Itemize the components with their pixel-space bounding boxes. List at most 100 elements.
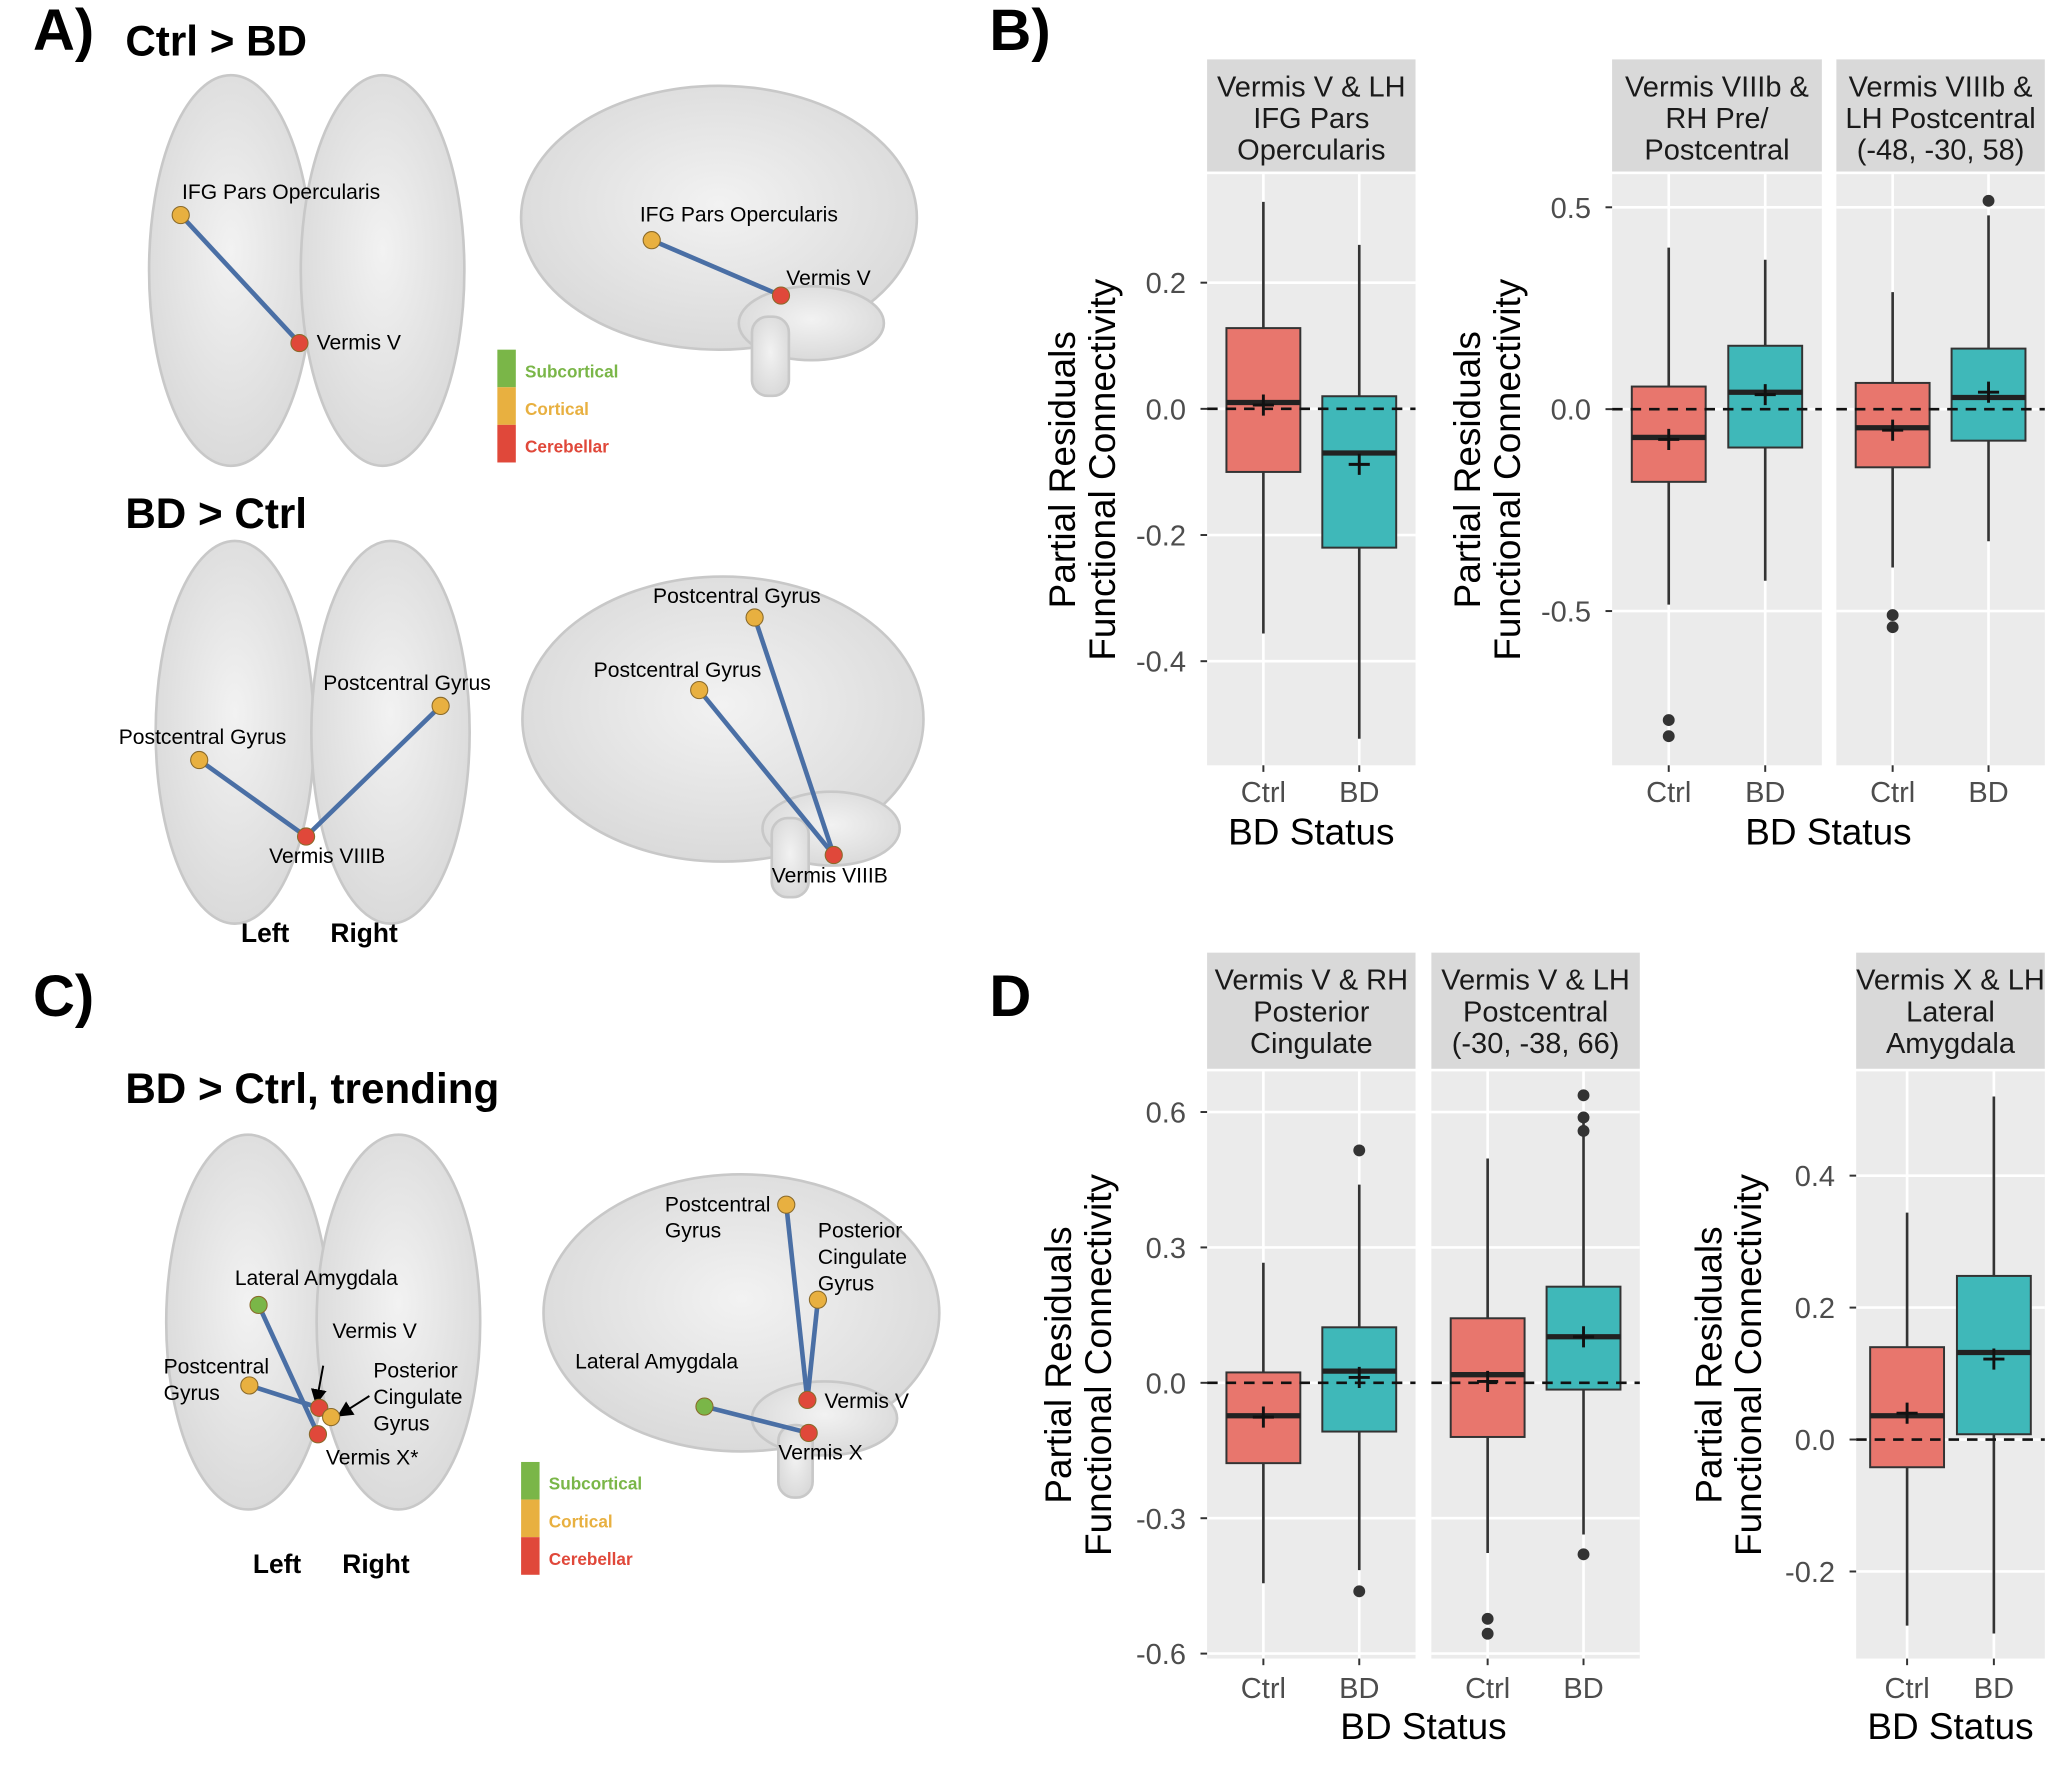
legend-swatch (497, 424, 516, 463)
node (690, 680, 709, 700)
connection (783, 1204, 810, 1401)
node-label: Gyrus (164, 1382, 220, 1405)
strip-label: (-30, -38, 66) (1452, 1028, 1620, 1060)
node-label: Gyrus (373, 1412, 429, 1435)
strip-label: Vermis V & LH (1441, 965, 1630, 997)
x-tick-label: Ctrl (1465, 1673, 1510, 1705)
y-tick-label: -0.5 (1541, 597, 1591, 629)
y-tick-label: -0.6 (1136, 1639, 1186, 1671)
node (290, 333, 309, 353)
x-axis-title: BD Status (1340, 1706, 1506, 1747)
mean-marker (1348, 453, 1370, 475)
x-tick-label: Ctrl (1870, 777, 1915, 809)
node-label: Posterior (373, 1360, 457, 1383)
outlier (1662, 730, 1675, 743)
mean-marker (1896, 1402, 1918, 1424)
mean-marker (1477, 1370, 1499, 1393)
y-axis-title: Partial Residuals (1042, 331, 1083, 608)
y-tick-label: 0.0 (1551, 395, 1591, 427)
outlier (1353, 1585, 1366, 1598)
x-tick-label: BD (1339, 1673, 1379, 1705)
heading: Ctrl > BD (125, 17, 307, 64)
mean-marker (1983, 1348, 2005, 1370)
legend-label: Cerebellar (549, 1549, 633, 1569)
legend-swatch (521, 1499, 540, 1538)
node-label: Gyrus (665, 1220, 721, 1243)
connection (256, 1303, 321, 1436)
node (296, 827, 316, 846)
node-label: IFG Pars Opercularis (182, 181, 380, 204)
mean-marker (1348, 1366, 1370, 1388)
mean-marker (1977, 381, 2000, 403)
node-label: Vermis V (332, 1320, 416, 1343)
node-label: Vermis VIIIB (772, 865, 888, 888)
y-axis-title: Partial Residuals (1038, 1226, 1079, 1503)
strip-label: Vermis X & LH (1856, 965, 2045, 997)
mean-marker (1658, 428, 1680, 451)
y-tick-label: 0.3 (1146, 1233, 1186, 1265)
side-label: Left (253, 1549, 302, 1579)
strip-label: Postcentral (1463, 996, 1608, 1028)
connection (703, 1404, 810, 1436)
node (771, 286, 791, 305)
y-tick-label: 0.2 (1146, 268, 1186, 300)
node-label: Cingulate (818, 1246, 907, 1269)
node-label: Vermis V (786, 267, 870, 290)
y-tick-label: 0.0 (1146, 394, 1186, 426)
strip-label: Vermis VIIIb & (1625, 71, 1809, 103)
strip-label: RH Pre/ (1665, 103, 1769, 135)
y-axis-title: Functional Connectivity (1728, 1174, 1769, 1556)
outlier (1982, 194, 1995, 207)
y-tick-label: 0.0 (1795, 1425, 1835, 1457)
legend-label: Subcortical (525, 361, 618, 381)
x-tick-label: BD (1339, 777, 1379, 809)
y-tick-label: 0.5 (1551, 193, 1591, 225)
node-label: Postcentral Gyrus (594, 659, 762, 682)
y-axis-title: Functional Connectivity (1082, 278, 1123, 660)
legend-label: Subcortical (549, 1474, 642, 1494)
brain-shapes (147, 73, 941, 1511)
strip-label: Opercularis (1237, 135, 1385, 167)
x-axis-title: BD Status (1228, 811, 1394, 852)
outlier (1481, 1612, 1494, 1625)
strip-label: Posterior (1253, 996, 1369, 1028)
pointer (337, 1395, 370, 1417)
strip-label: Vermis V & RH (1215, 965, 1408, 997)
node-label: Vermis VIIIB (269, 845, 385, 868)
y-tick-label: -0.4 (1136, 647, 1186, 679)
outlier (1577, 1111, 1590, 1124)
panel-label: B) (989, 0, 1050, 63)
mean-marker (1754, 384, 1776, 406)
y-axis-title: Partial Residuals (1689, 1226, 1730, 1503)
heading: BD > Ctrl, trending (125, 1065, 499, 1112)
x-tick-label: BD (1745, 777, 1785, 809)
node-label: Posterior (818, 1220, 902, 1243)
x-axis-title: BD Status (1745, 811, 1911, 852)
strip (1856, 952, 2045, 1069)
node (808, 1290, 828, 1309)
side-label: Left (241, 918, 290, 948)
heading: BD > Ctrl (125, 490, 307, 537)
outlier (1577, 1548, 1590, 1561)
legend-label: Cortical (549, 1511, 613, 1531)
x-tick-label: BD (1968, 777, 2008, 809)
strip-label: Postcentral (1644, 135, 1789, 167)
y-tick-label: 0.0 (1146, 1368, 1186, 1400)
y-tick-label: 0.6 (1146, 1098, 1186, 1130)
node-label: Lateral Amygdala (575, 1350, 738, 1373)
mean-marker (1882, 419, 1904, 441)
node-label: Vermis V (825, 1390, 909, 1413)
node (431, 696, 450, 716)
box (1869, 1346, 1946, 1469)
connection (697, 688, 836, 857)
node (798, 1390, 817, 1410)
connection (304, 704, 443, 839)
node-label: Lateral Amygdala (235, 1267, 398, 1290)
node (240, 1376, 259, 1395)
strip-label: IFG Pars (1253, 103, 1369, 135)
strip (1207, 952, 1416, 1069)
strip (1207, 59, 1416, 172)
outlier (1886, 621, 1899, 634)
strip (1612, 59, 1822, 172)
legend-label: Cortical (525, 399, 589, 419)
